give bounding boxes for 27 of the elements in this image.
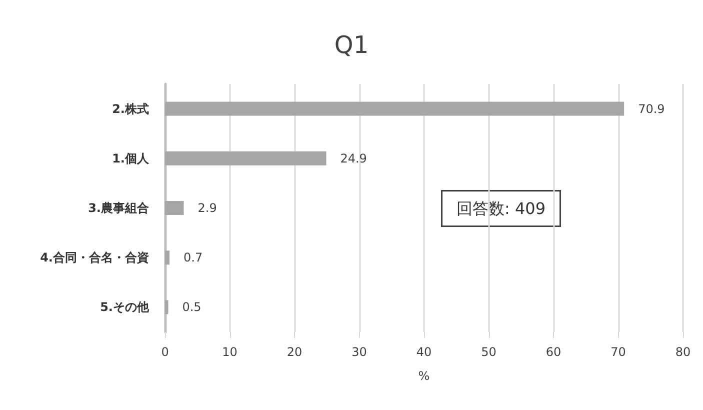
- bar: [165, 201, 184, 215]
- x-tick-label: 20: [286, 345, 302, 359]
- data-label: 2.9: [198, 201, 217, 215]
- x-tick-label: 0: [161, 345, 169, 359]
- x-tick-label: 60: [546, 345, 562, 359]
- data-label: 24.9: [340, 151, 367, 166]
- bar: [165, 102, 624, 116]
- x-tick-label: 80: [675, 345, 691, 359]
- x-tick-label: 30: [352, 345, 367, 359]
- data-label: 0.7: [184, 250, 203, 265]
- annotation: 回答数: 409: [456, 199, 546, 218]
- bar: [165, 300, 168, 314]
- bar: [165, 250, 170, 265]
- x-tick-label: 10: [222, 345, 238, 359]
- x-axis-title: %: [418, 369, 430, 383]
- x-tick-label: 70: [610, 345, 626, 359]
- y-tick-label: 5.その他: [100, 300, 150, 314]
- y-tick-label: 1.個人: [112, 151, 150, 166]
- y-tick-label: 4.合同・合名・合資: [40, 250, 149, 265]
- bar: [165, 151, 326, 166]
- chart-title: Q1: [334, 31, 369, 59]
- data-label: 70.9: [638, 102, 665, 116]
- data-label: 0.5: [182, 300, 202, 314]
- y-tick-label: 3.農事組合: [88, 201, 150, 215]
- x-tick-label: 50: [481, 345, 496, 359]
- y-tick-label: 2.株式: [112, 102, 149, 116]
- x-tick-label: 40: [416, 345, 432, 359]
